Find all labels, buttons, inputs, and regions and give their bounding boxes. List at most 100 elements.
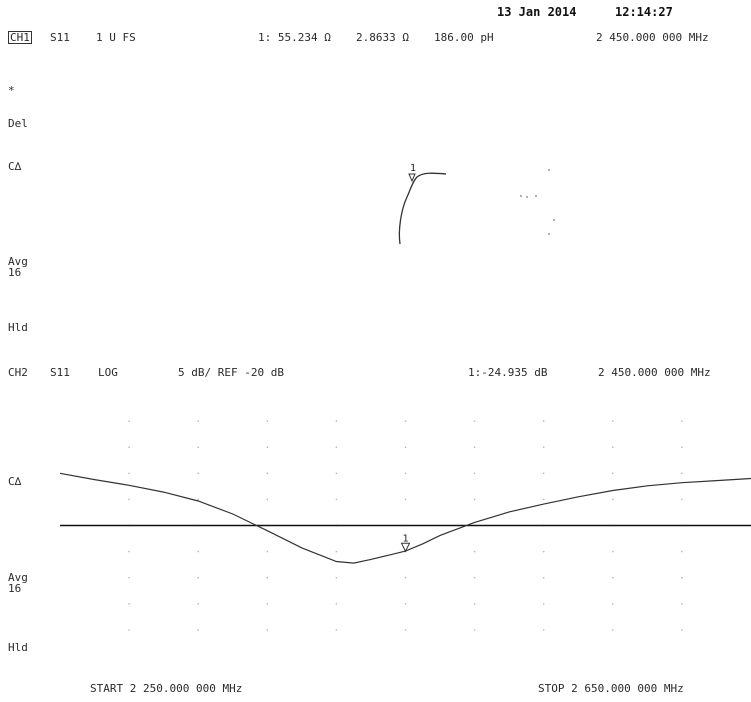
grid-dot [681,420,683,422]
ch2-trace [59,472,751,564]
ch1-star: * [8,84,15,97]
grid-dot [542,472,545,475]
ch2-param: S11 [50,366,70,379]
grid-dot [197,629,199,631]
grid-dot [612,472,614,475]
grid-dot [335,446,338,449]
grid-dot [404,446,407,449]
grid-dot [128,498,130,501]
smith-dot [526,196,528,198]
grid-dot [128,550,130,553]
ch1-hld: Hld [8,321,28,334]
smith-dot [520,195,522,197]
ch1-cdelta: C∆ [8,160,22,173]
grid-dot [335,576,338,579]
grid-dot [266,446,269,449]
ch2-format: LOG [98,366,118,379]
smith-trace [398,172,447,245]
grid-dot [197,498,199,501]
grid-dot [612,498,614,501]
grid-dot [681,472,683,475]
ch2-marker: 1 [400,533,411,553]
grid-dot [473,498,476,501]
ch1-equivalent: 186.00 pH [434,31,494,44]
ch2-scale: 5 dB/ REF -20 dB [178,366,284,379]
grid-dot [266,576,269,579]
ch2-marker-readout: 1:-24.935 dB [468,366,548,379]
ch1-avg-count: 16 [8,266,22,279]
grid-dot [404,629,407,631]
ch2-cdelta: C∆ [8,475,22,488]
grid-dot [612,420,614,422]
grid-dot [473,629,476,631]
grid-dot [335,550,338,553]
grid-dot [681,576,683,579]
grid-dot [542,498,545,501]
grid-dot [612,603,614,605]
smith-dot [535,195,537,197]
grid-dot [197,576,199,579]
grid-dot [612,576,614,579]
ch1-frequency: 2 450.000 000 MHz [596,31,709,44]
grid-dot [128,576,130,579]
grid-dot [681,446,683,449]
ch2-marker-triangle [400,542,411,553]
grid-dot [266,472,269,475]
ch1-del: Del [8,117,28,130]
grid-dot [681,550,683,553]
grid-dot [473,420,476,422]
ch2-hld: Hld [8,641,28,654]
time: 12:14:27 [615,5,673,19]
grid-dot [335,472,338,475]
grid-dot [473,550,476,553]
ch1-label[interactable]: CH1 [8,31,32,44]
grid-dot [335,498,338,501]
grid-dot [266,603,269,605]
grid-dot [542,550,545,553]
grid-dot [335,603,338,605]
smith-marker-triangle [408,173,416,183]
grid-dot [542,576,545,579]
grid-dot [266,498,269,501]
grid-dot [404,420,407,422]
grid-dot [473,446,476,449]
smith-marker-label: 1 [410,163,416,174]
grid-dot [404,498,407,501]
ch2-avg-count: 16 [8,582,22,595]
grid-dot [542,629,545,631]
smith-dot [548,169,550,171]
ch1-reactance: 2.8633 Ω [356,31,409,44]
grid-dot [612,446,614,449]
ch2-label[interactable]: CH2 [8,366,28,379]
stop-frequency: STOP 2 650.000 000 MHz [538,682,684,695]
grid-dot [128,446,130,449]
grid-dot [404,603,407,605]
ch1-avg: Avg [8,255,28,268]
grid-dot [266,420,269,422]
grid-dot [612,550,614,553]
grid-dot [335,420,338,422]
grid-dot [266,629,269,631]
grid-dot [473,603,476,605]
smith-chart: 1 [398,163,555,245]
ch1-marker-readout: 1: 55.234 Ω [258,31,331,44]
start-frequency: START 2 250.000 000 MHz [90,682,243,695]
smith-dot [548,233,550,235]
grid-dot [128,472,130,475]
grid-dot [473,576,476,579]
date: 13 Jan 2014 [497,5,577,19]
ch2-avg: Avg [8,571,28,584]
grid-dot [128,420,130,422]
grid-dot [197,550,199,553]
grid-dot [542,603,545,605]
grid-dot [197,420,199,422]
grid-dot [542,446,545,449]
grid-dot [335,629,338,631]
grid-dot [404,472,407,475]
grid-dot [404,576,407,579]
grid-dot [473,472,476,475]
ch2-frequency: 2 450.000 000 MHz [598,366,711,379]
grid-dot [128,603,130,605]
grid-dot [266,550,269,553]
